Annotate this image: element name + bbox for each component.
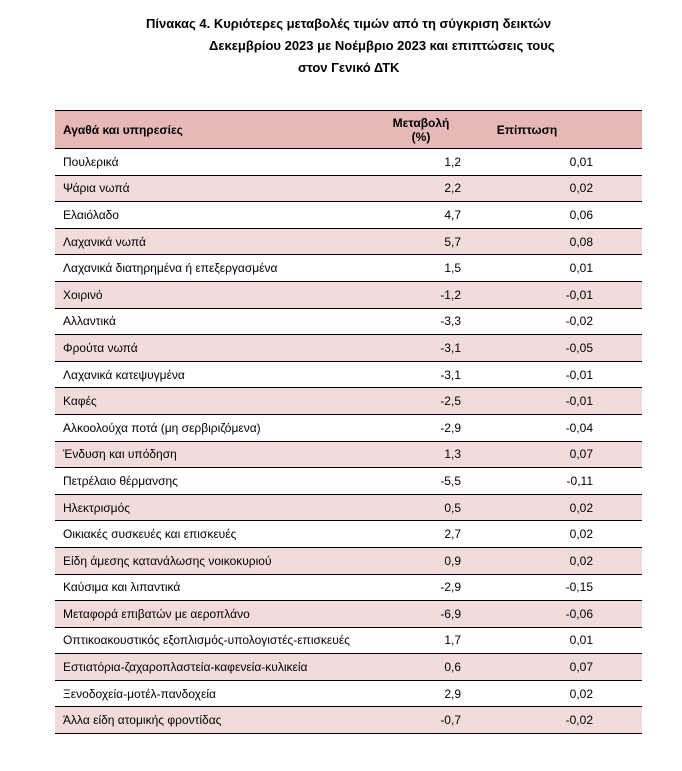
impact-value: -0,02 (461, 308, 642, 336)
change-value: -2,9 (381, 414, 461, 442)
table-row: Καφές -2,5 -0,01 (55, 387, 642, 415)
change-value: 1,5 (381, 254, 461, 282)
change-value: -3,3 (381, 308, 461, 336)
impact-value: -0,01 (461, 281, 642, 309)
change-value: 5,7 (381, 228, 461, 256)
change-value: 0,6 (381, 653, 461, 681)
impact-value: 0,02 (461, 520, 642, 548)
header-change: Μεταβολή (%) (381, 110, 461, 149)
table-row: Οπτικοακουστικός εξοπλισμός-υπολογιστές-… (55, 627, 642, 655)
change-value: -3,1 (381, 334, 461, 362)
change-value: 0,9 (381, 547, 461, 575)
item-name: Καφές (55, 387, 381, 415)
table-row: Λαχανικά κατεψυγμένα -3,1 -0,01 (55, 361, 642, 389)
impact-value: 0,02 (461, 680, 642, 708)
table-row: Αλκοολούχα ποτά (μη σερβιριζόμενα) -2,9 -0… (55, 414, 642, 442)
table-row: Άλλα είδη ατομικής φροντίδας -0,7 -0,02 (55, 706, 642, 735)
item-name: Μεταφορά επιβατών με αεροπλάνο (55, 600, 381, 628)
table-title-line-1: Πίνακας 4. Κυριότερες μεταβολές τιμών απ… (146, 16, 552, 31)
impact-value: -0,01 (461, 387, 642, 415)
impact-value: -0,11 (461, 467, 642, 495)
table-row: Ελαιόλαδο 4,7 0,06 (55, 201, 642, 229)
table-row: Εστιατόρια-ζαχαροπλαστεία-καφενεία-κυλικ… (55, 653, 642, 681)
impact-value: -0,01 (461, 361, 642, 389)
table-row: Πετρέλαιο θέρμανσης -5,5 -0,11 (55, 467, 642, 495)
table-row: Λαχανικά νωπά 5,7 0,08 (55, 228, 642, 256)
impact-value: -0,15 (461, 574, 642, 602)
item-name: Εστιατόρια-ζαχαροπλαστεία-καφενεία-κυλικ… (55, 653, 381, 681)
item-name: Φρούτα νωπά (55, 334, 381, 362)
change-value: -1,2 (381, 281, 461, 309)
item-name: Ένδυση και υπόδηση (55, 441, 381, 469)
item-name: Οπτικοακουστικός εξοπλισμός-υπολογιστές-… (55, 627, 381, 655)
change-value: 4,7 (381, 201, 461, 229)
item-name: Ηλεκτρισμός (55, 494, 381, 522)
header-change-label: Μεταβολή (392, 115, 450, 130)
item-name: Ξενοδοχεία-μοτέλ-πανδοχεία (55, 680, 381, 708)
item-name: Αλκοολούχα ποτά (μη σερβιριζόμενα) (55, 414, 381, 442)
table-row: Πουλερικά 1,2 0,01 (55, 148, 642, 176)
item-name: Οικιακές συσκευές και επισκευές (55, 520, 381, 548)
item-name: Πετρέλαιο θέρμανσης (55, 467, 381, 495)
table-row: Χοιρινό -1,2 -0,01 (55, 281, 642, 309)
item-name: Ελαιόλαδο (55, 201, 381, 229)
header-change-unit: (%) (411, 129, 431, 144)
table-row: Αλλαντικά -3,3 -0,02 (55, 308, 642, 336)
item-name: Άλλα είδη ατομικής φροντίδας (55, 706, 381, 735)
table-header-row: Αγαθά και υπηρεσίες Μεταβολή (%) Επίπτωση (55, 110, 642, 149)
change-value: 1,7 (381, 627, 461, 655)
header-goods-services: Αγαθά και υπηρεσίες (55, 110, 381, 149)
item-name: Λαχανικά διατηρημένα ή επεξεργασμένα (55, 254, 381, 282)
table-title-line-3: στον Γενικό ΔΤΚ (298, 60, 400, 75)
change-value: 0,5 (381, 494, 461, 522)
impact-value: -0,02 (461, 706, 642, 735)
table-row: Οικιακές συσκευές και επισκευές 2,7 0,02 (55, 520, 642, 548)
impact-value: -0,06 (461, 600, 642, 628)
table-row: Καύσιμα και λιπαντικά -2,9 -0,15 (55, 574, 642, 602)
header-impact: Επίπτωση (461, 110, 642, 149)
impact-value: 0,06 (461, 201, 642, 229)
impact-value: 0,08 (461, 228, 642, 256)
impact-value: 0,07 (461, 653, 642, 681)
impact-value: 0,07 (461, 441, 642, 469)
table-row: Είδη άμεσης κατανάλωσης νοικοκυριού 0,9 0,… (55, 547, 642, 575)
table-row: Φρούτα νωπά -3,1 -0,05 (55, 334, 642, 362)
price-changes-table: Αγαθά και υπηρεσίες Μεταβολή (%) Επίπτωση… (55, 110, 642, 735)
impact-value: 0,01 (461, 148, 642, 176)
impact-value: -0,05 (461, 334, 642, 362)
table-row: Λαχανικά διατηρημένα ή επεξεργασμένα 1,5 0… (55, 254, 642, 282)
change-value: -2,9 (381, 574, 461, 602)
item-name: Λαχανικά κατεψυγμένα (55, 361, 381, 389)
table-row: Ηλεκτρισμός 0,5 0,02 (55, 494, 642, 522)
change-value: 1,3 (381, 441, 461, 469)
item-name: Ψάρια νωπά (55, 175, 381, 203)
table-row: Ένδυση και υπόδηση 1,3 0,07 (55, 441, 642, 469)
item-name: Χοιρινό (55, 281, 381, 309)
change-value: 2,9 (381, 680, 461, 708)
change-value: -5,5 (381, 467, 461, 495)
change-value: -3,1 (381, 361, 461, 389)
item-name: Πουλερικά (55, 148, 381, 176)
change-value: -6,9 (381, 600, 461, 628)
change-value: -2,5 (381, 387, 461, 415)
change-value: 2,2 (381, 175, 461, 203)
impact-value: 0,01 (461, 627, 642, 655)
impact-value: 0,01 (461, 254, 642, 282)
item-name: Καύσιμα και λιπαντικά (55, 574, 381, 602)
change-value: -0,7 (381, 706, 461, 735)
table-row: Ξενοδοχεία-μοτέλ-πανδοχεία 2,9 0,02 (55, 680, 642, 708)
change-value: 1,2 (381, 148, 461, 176)
impact-value: -0,04 (461, 414, 642, 442)
impact-value: 0,02 (461, 175, 642, 203)
item-name: Είδη άμεσης κατανάλωσης νοικοκυριού (55, 547, 381, 575)
table-title-line-2: Δεκεμβρίου 2023 με Νοέμβριο 2023 και επι… (209, 38, 555, 53)
item-name: Λαχανικά νωπά (55, 228, 381, 256)
item-name: Αλλαντικά (55, 308, 381, 336)
table-row: Μεταφορά επιβατών με αεροπλάνο -6,9 -0,06 (55, 600, 642, 628)
impact-value: 0,02 (461, 547, 642, 575)
change-value: 2,7 (381, 520, 461, 548)
impact-value: 0,02 (461, 494, 642, 522)
table-row: Ψάρια νωπά 2,2 0,02 (55, 175, 642, 203)
